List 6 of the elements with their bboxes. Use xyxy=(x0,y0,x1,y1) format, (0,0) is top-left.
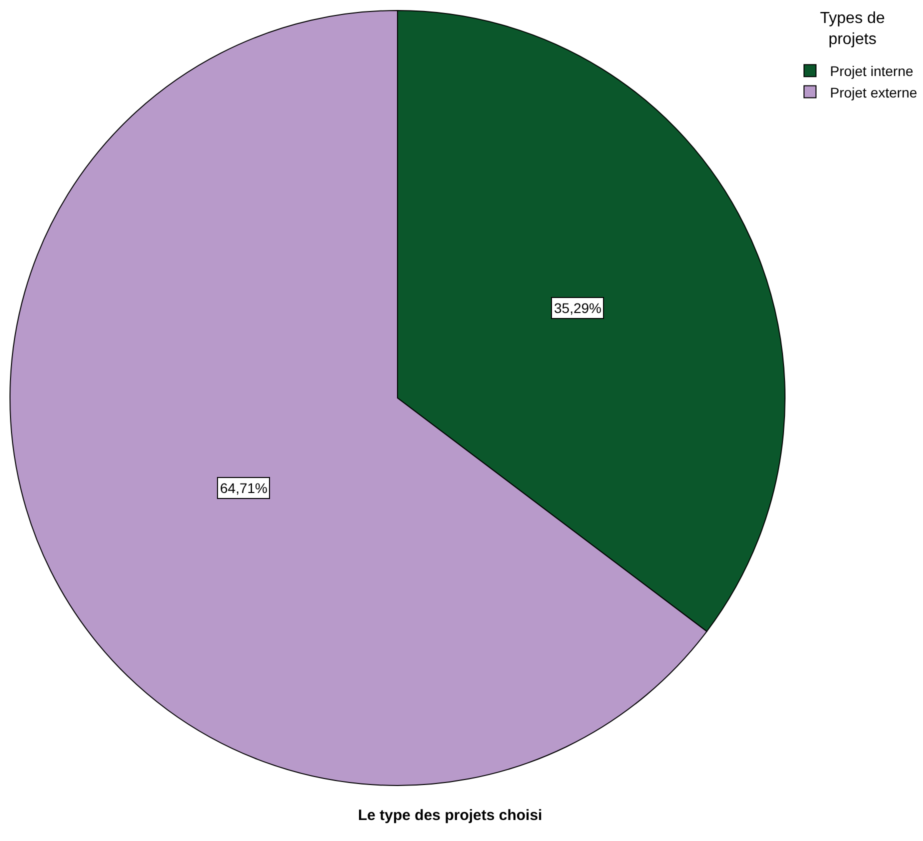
text: Le type des projets choisi xyxy=(358,807,542,824)
legend-label: Projet externe xyxy=(830,84,918,100)
data-label: 64,71% xyxy=(220,480,268,496)
legend-title: Types de projets xyxy=(820,10,886,48)
data-label: 35,29% xyxy=(554,300,602,316)
legend-label: Projet interne xyxy=(830,63,914,80)
